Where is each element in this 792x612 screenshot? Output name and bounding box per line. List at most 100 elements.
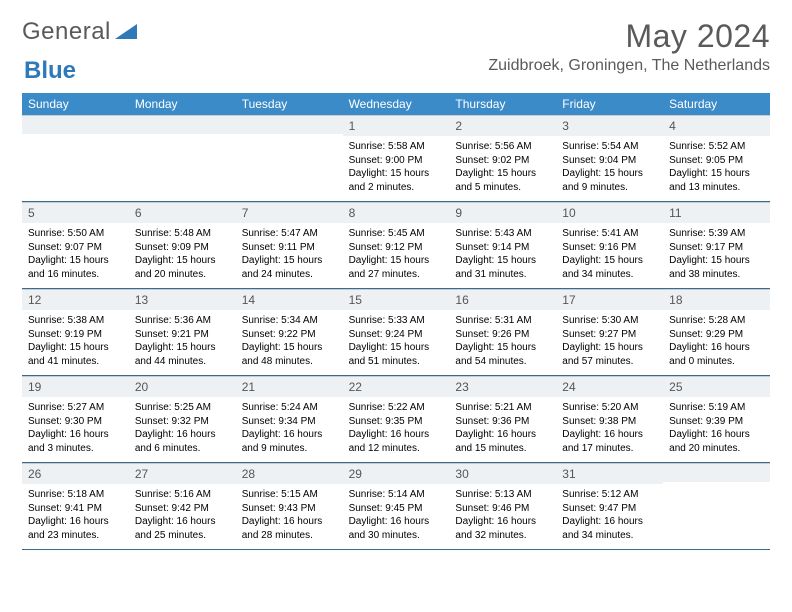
day-cell: 27Sunrise: 5:16 AMSunset: 9:42 PMDayligh…: [129, 463, 236, 549]
day-content: Sunrise: 5:13 AMSunset: 9:46 PMDaylight:…: [449, 484, 556, 548]
day-number: 7: [236, 202, 343, 223]
week-row: 19Sunrise: 5:27 AMSunset: 9:30 PMDayligh…: [22, 376, 770, 463]
sunrise-line: Sunrise: 5:38 AM: [28, 314, 123, 328]
day-cell: 13Sunrise: 5:36 AMSunset: 9:21 PMDayligh…: [129, 289, 236, 375]
daylight-line: Daylight: 15 hours and 41 minutes.: [28, 341, 123, 368]
daylight-line: Daylight: 15 hours and 54 minutes.: [455, 341, 550, 368]
sunrise-line: Sunrise: 5:36 AM: [135, 314, 230, 328]
daylight-line: Daylight: 16 hours and 3 minutes.: [28, 428, 123, 455]
sunrise-line: Sunrise: 5:30 AM: [562, 314, 657, 328]
sunset-line: Sunset: 9:12 PM: [349, 241, 444, 255]
day-cell: 29Sunrise: 5:14 AMSunset: 9:45 PMDayligh…: [343, 463, 450, 549]
day-number: 6: [129, 202, 236, 223]
sunrise-line: Sunrise: 5:25 AM: [135, 401, 230, 415]
day-content: Sunrise: 5:18 AMSunset: 9:41 PMDaylight:…: [22, 484, 129, 548]
weekday-header: Friday: [556, 93, 663, 115]
weekday-header: Thursday: [449, 93, 556, 115]
day-number: 24: [556, 376, 663, 397]
weeks-container: 1Sunrise: 5:58 AMSunset: 9:00 PMDaylight…: [22, 115, 770, 550]
day-cell: 20Sunrise: 5:25 AMSunset: 9:32 PMDayligh…: [129, 376, 236, 462]
sunrise-line: Sunrise: 5:50 AM: [28, 227, 123, 241]
day-content: Sunrise: 5:30 AMSunset: 9:27 PMDaylight:…: [556, 310, 663, 374]
sunrise-line: Sunrise: 5:47 AM: [242, 227, 337, 241]
logo: General: [22, 18, 137, 46]
daylight-line: Daylight: 15 hours and 34 minutes.: [562, 254, 657, 281]
sunrise-line: Sunrise: 5:58 AM: [349, 140, 444, 154]
weekday-header: Sunday: [22, 93, 129, 115]
day-cell: 19Sunrise: 5:27 AMSunset: 9:30 PMDayligh…: [22, 376, 129, 462]
sunset-line: Sunset: 9:17 PM: [669, 241, 764, 255]
day-cell: 4Sunrise: 5:52 AMSunset: 9:05 PMDaylight…: [663, 115, 770, 201]
day-number: 22: [343, 376, 450, 397]
day-content: Sunrise: 5:54 AMSunset: 9:04 PMDaylight:…: [556, 136, 663, 200]
title-block: May 2024 Zuidbroek, Groningen, The Nethe…: [488, 18, 770, 75]
sunset-line: Sunset: 9:36 PM: [455, 415, 550, 429]
day-cell: 18Sunrise: 5:28 AMSunset: 9:29 PMDayligh…: [663, 289, 770, 375]
sunset-line: Sunset: 9:29 PM: [669, 328, 764, 342]
day-content: Sunrise: 5:48 AMSunset: 9:09 PMDaylight:…: [129, 223, 236, 287]
day-number: 21: [236, 376, 343, 397]
sunset-line: Sunset: 9:42 PM: [135, 502, 230, 516]
sunset-line: Sunset: 9:30 PM: [28, 415, 123, 429]
day-number: 8: [343, 202, 450, 223]
daylight-line: Daylight: 16 hours and 34 minutes.: [562, 515, 657, 542]
day-cell: 31Sunrise: 5:12 AMSunset: 9:47 PMDayligh…: [556, 463, 663, 549]
day-number: 25: [663, 376, 770, 397]
day-cell: [663, 463, 770, 549]
day-number: 17: [556, 289, 663, 310]
day-content: Sunrise: 5:50 AMSunset: 9:07 PMDaylight:…: [22, 223, 129, 287]
day-content: Sunrise: 5:20 AMSunset: 9:38 PMDaylight:…: [556, 397, 663, 461]
daylight-line: Daylight: 15 hours and 5 minutes.: [455, 167, 550, 194]
sunrise-line: Sunrise: 5:33 AM: [349, 314, 444, 328]
sunset-line: Sunset: 9:14 PM: [455, 241, 550, 255]
day-content: Sunrise: 5:36 AMSunset: 9:21 PMDaylight:…: [129, 310, 236, 374]
day-cell: 11Sunrise: 5:39 AMSunset: 9:17 PMDayligh…: [663, 202, 770, 288]
daylight-line: Daylight: 16 hours and 15 minutes.: [455, 428, 550, 455]
day-content: Sunrise: 5:58 AMSunset: 9:00 PMDaylight:…: [343, 136, 450, 200]
day-number: 18: [663, 289, 770, 310]
week-row: 1Sunrise: 5:58 AMSunset: 9:00 PMDaylight…: [22, 115, 770, 202]
daylight-line: Daylight: 15 hours and 38 minutes.: [669, 254, 764, 281]
day-number: 28: [236, 463, 343, 484]
daylight-line: Daylight: 15 hours and 9 minutes.: [562, 167, 657, 194]
day-content: Sunrise: 5:24 AMSunset: 9:34 PMDaylight:…: [236, 397, 343, 461]
daylight-line: Daylight: 15 hours and 57 minutes.: [562, 341, 657, 368]
day-content: Sunrise: 5:52 AMSunset: 9:05 PMDaylight:…: [663, 136, 770, 200]
sunrise-line: Sunrise: 5:15 AM: [242, 488, 337, 502]
day-number: 27: [129, 463, 236, 484]
daylight-line: Daylight: 15 hours and 27 minutes.: [349, 254, 444, 281]
day-number: 9: [449, 202, 556, 223]
sunrise-line: Sunrise: 5:54 AM: [562, 140, 657, 154]
day-content: Sunrise: 5:22 AMSunset: 9:35 PMDaylight:…: [343, 397, 450, 461]
sunset-line: Sunset: 9:21 PM: [135, 328, 230, 342]
daylight-line: Daylight: 15 hours and 31 minutes.: [455, 254, 550, 281]
month-title: May 2024: [488, 18, 770, 55]
day-content: Sunrise: 5:39 AMSunset: 9:17 PMDaylight:…: [663, 223, 770, 287]
day-content: Sunrise: 5:38 AMSunset: 9:19 PMDaylight:…: [22, 310, 129, 374]
sunrise-line: Sunrise: 5:52 AM: [669, 140, 764, 154]
daylight-line: Daylight: 16 hours and 0 minutes.: [669, 341, 764, 368]
day-number: [129, 115, 236, 134]
day-cell: 24Sunrise: 5:20 AMSunset: 9:38 PMDayligh…: [556, 376, 663, 462]
sunset-line: Sunset: 9:27 PM: [562, 328, 657, 342]
sunrise-line: Sunrise: 5:39 AM: [669, 227, 764, 241]
day-cell: 26Sunrise: 5:18 AMSunset: 9:41 PMDayligh…: [22, 463, 129, 549]
logo-text-2: Blue: [24, 57, 76, 84]
sunrise-line: Sunrise: 5:27 AM: [28, 401, 123, 415]
day-cell: 10Sunrise: 5:41 AMSunset: 9:16 PMDayligh…: [556, 202, 663, 288]
sunrise-line: Sunrise: 5:14 AM: [349, 488, 444, 502]
location: Zuidbroek, Groningen, The Netherlands: [488, 57, 770, 75]
day-content: Sunrise: 5:12 AMSunset: 9:47 PMDaylight:…: [556, 484, 663, 548]
day-cell: 2Sunrise: 5:56 AMSunset: 9:02 PMDaylight…: [449, 115, 556, 201]
sunrise-line: Sunrise: 5:43 AM: [455, 227, 550, 241]
sunset-line: Sunset: 9:34 PM: [242, 415, 337, 429]
day-number: 31: [556, 463, 663, 484]
day-cell: 22Sunrise: 5:22 AMSunset: 9:35 PMDayligh…: [343, 376, 450, 462]
day-content: Sunrise: 5:21 AMSunset: 9:36 PMDaylight:…: [449, 397, 556, 461]
day-number: 14: [236, 289, 343, 310]
day-cell: [236, 115, 343, 201]
day-number: 16: [449, 289, 556, 310]
sunrise-line: Sunrise: 5:16 AM: [135, 488, 230, 502]
sunrise-line: Sunrise: 5:12 AM: [562, 488, 657, 502]
sunset-line: Sunset: 9:46 PM: [455, 502, 550, 516]
